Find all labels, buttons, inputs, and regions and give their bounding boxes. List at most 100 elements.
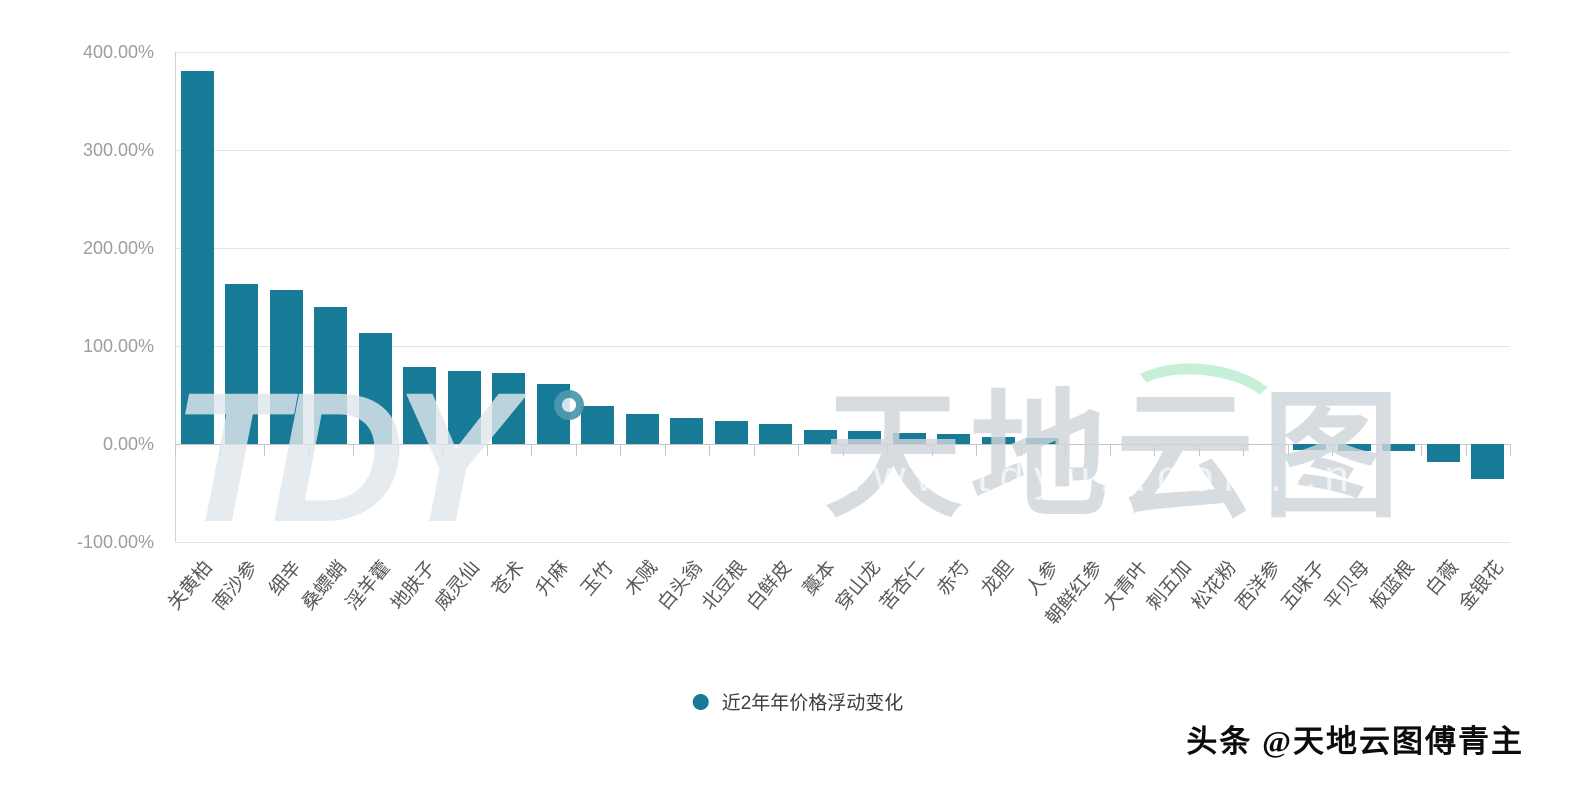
bar-细辛[interactable] [269, 290, 303, 444]
x-axis-tick [531, 444, 532, 456]
x-axis-label: 淫羊藿 [342, 557, 396, 615]
plot-area [175, 52, 1511, 543]
x-axis-tick [931, 444, 933, 456]
x-axis-labels: 关黄柏 南沙参 细辛 桑螵蛸 淫羊藿 地肤子 威灵仙 苍术 升麻 玉竹 木贼 白头翁 北豆根 白鲜皮 藁本穿… [164, 554, 1510, 694]
bar-龙胆[interactable] [981, 437, 1015, 444]
x-axis-tick [1154, 444, 1155, 456]
legend-item[interactable]: 近2年年价格浮动变化 [692, 688, 904, 715]
bar-藁本[interactable] [803, 430, 837, 444]
x-axis-label: 板蓝根 [1365, 557, 1419, 615]
x-axis-tick [1020, 444, 1022, 456]
x-axis-label: 穿山龙 [831, 557, 885, 615]
bar-人参[interactable] [1026, 438, 1060, 444]
bar-木贼[interactable] [625, 413, 659, 444]
x-axis-tick [1198, 444, 1200, 456]
bar-白头翁[interactable] [670, 417, 704, 444]
x-axis-tick [486, 444, 488, 456]
bar-白薇[interactable] [1426, 444, 1460, 462]
bar-苍术[interactable] [492, 373, 526, 444]
bar-南沙参[interactable] [225, 284, 259, 444]
x-axis-tick [219, 444, 221, 456]
bar-玉竹[interactable] [581, 405, 615, 444]
x-axis-tick [753, 444, 755, 456]
y-axis-label: 400.00% [82, 42, 154, 62]
y-axis-label: 100.00% [82, 336, 154, 356]
bar-平贝母[interactable] [1337, 444, 1371, 451]
x-axis-label: 升麻 [532, 557, 574, 600]
x-axis-label: 白头翁 [653, 557, 707, 615]
gridline [175, 248, 1510, 249]
x-axis-tick [353, 444, 354, 456]
bar-苦杏仁[interactable] [892, 433, 926, 444]
x-axis-tick [397, 444, 399, 456]
x-axis-tick [709, 444, 710, 456]
x-axis-tick [264, 444, 265, 456]
y-axis-label: 0.00% [102, 434, 154, 454]
x-axis-label: 赤芍 [933, 557, 974, 600]
x-axis-tick [175, 444, 176, 456]
x-axis-tick [575, 444, 577, 456]
x-axis-tick [664, 444, 666, 456]
bar-威灵仙[interactable] [447, 370, 481, 444]
x-axis-label: 西洋参 [1232, 557, 1286, 615]
bar-淫羊藿[interactable] [358, 333, 392, 444]
bar-升麻[interactable] [536, 384, 570, 444]
y-axis-label: 300.00% [82, 140, 154, 160]
gridline [175, 346, 1510, 347]
bar-北豆根[interactable] [714, 421, 748, 444]
x-axis-label: 南沙参 [208, 557, 262, 615]
x-axis-tick [842, 444, 844, 456]
gridline [175, 52, 1510, 53]
x-axis-tick [976, 444, 977, 456]
bar-白鲜皮[interactable] [759, 424, 793, 444]
attribution-text: 头条 @天地云图傅青主 [1186, 724, 1524, 759]
gridline [175, 542, 1510, 543]
y-axis-label: -100.00% [76, 532, 154, 552]
y-axis-line [175, 52, 176, 542]
legend-marker-icon [692, 693, 709, 710]
x-axis-label: 桑螵蛸 [297, 557, 351, 615]
x-axis-tick [1510, 444, 1511, 456]
x-axis-tick [1421, 444, 1422, 456]
x-axis-label: 苍术 [488, 557, 529, 600]
y-axis-label: 200.00% [82, 238, 154, 258]
x-axis-label: 刺五加 [1143, 557, 1197, 615]
bar-赤芍[interactable] [937, 434, 971, 444]
legend-label: 近2年年价格浮动变化 [721, 693, 904, 714]
gridline [175, 150, 1510, 151]
x-axis-tick [1243, 444, 1244, 456]
bar-金银花[interactable] [1471, 444, 1505, 480]
bar-板蓝根[interactable] [1382, 444, 1416, 451]
x-axis-label: 平贝母 [1321, 557, 1375, 615]
x-axis-label: 松花粉 [1187, 557, 1241, 615]
x-axis-label: 威灵仙 [431, 557, 485, 615]
bar-地肤子[interactable] [403, 366, 437, 444]
x-axis-tick [620, 444, 621, 456]
x-axis-tick [1109, 444, 1111, 456]
y-axis-labels: 400.00% 300.00% 200.00% 100.00% 0.00% -100.00… [0, 42, 162, 552]
x-axis-tick [442, 444, 443, 456]
x-axis-tick [1332, 444, 1333, 456]
bar-五味子[interactable] [1293, 444, 1327, 450]
x-axis-tick [1065, 444, 1066, 456]
x-axis-tick [1376, 444, 1378, 456]
x-axis-label: 苦杏仁 [876, 557, 930, 615]
x-axis-label: 金银花 [1454, 557, 1508, 615]
x-axis-label: 龙胆 [977, 557, 1019, 600]
x-axis-label: 五味子 [1276, 557, 1330, 615]
x-axis-tick [1287, 444, 1289, 456]
bar-穿山龙[interactable] [848, 431, 882, 444]
x-axis-tick [798, 444, 799, 456]
x-axis-label: 大青叶 [1098, 557, 1152, 615]
x-axis-tick [308, 444, 310, 456]
x-axis-label: 地肤子 [386, 557, 440, 615]
x-axis-label: 北豆根 [698, 557, 752, 615]
x-axis-label: 关黄柏 [164, 557, 218, 615]
x-axis-tick [887, 444, 888, 456]
x-axis-label: 白鲜皮 [742, 557, 796, 615]
bar-关黄柏[interactable] [180, 70, 214, 444]
x-axis-tick [1465, 444, 1467, 456]
x-axis-label: 玉竹 [577, 557, 618, 600]
bar-桑螵蛸[interactable] [314, 306, 348, 444]
